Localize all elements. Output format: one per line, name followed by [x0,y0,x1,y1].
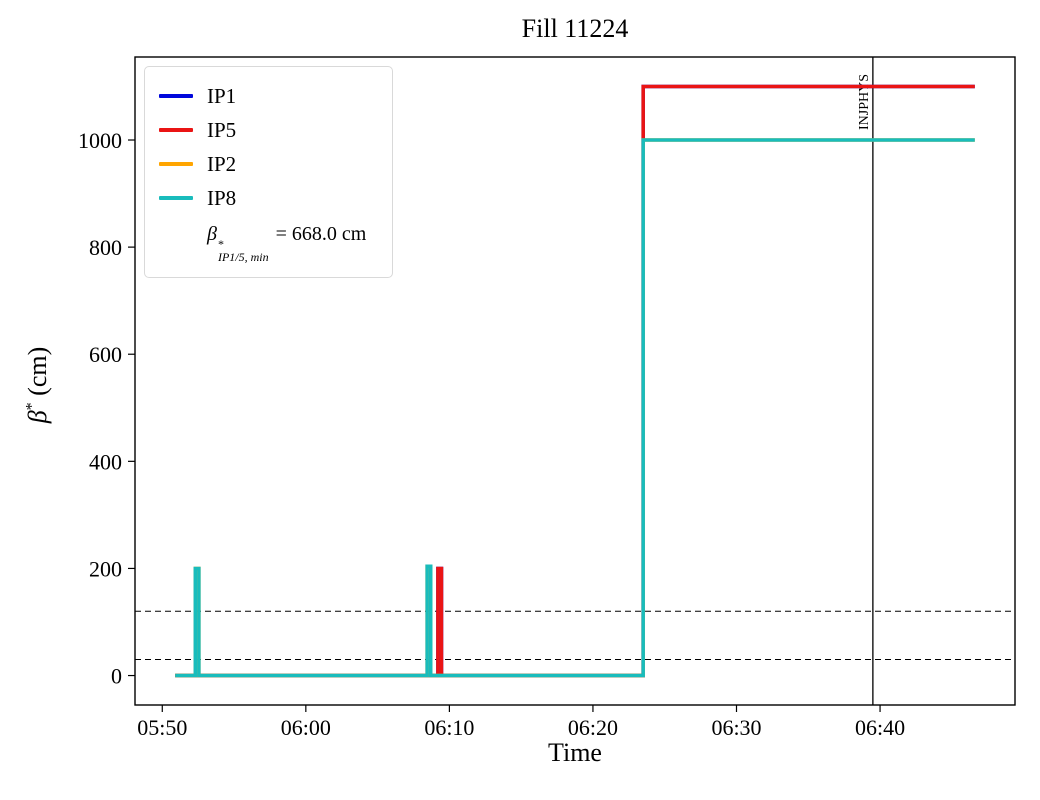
x-tick-label: 06:20 [568,715,618,740]
y-axis-label-symbol: β [23,410,52,424]
legend-label-ip5: IP5 [207,117,237,142]
y-tick-label: 1000 [78,128,122,153]
legend-swatch-ip8 [159,196,193,200]
annotation-supsub: * IP1/5, min [218,238,269,263]
chart-title: Fill 11224 [521,14,629,43]
y-axis-label: β* (cm) [23,347,53,424]
x-tick-label: 06:10 [424,715,474,740]
y-tick-label: 0 [111,664,122,689]
y-tick-label: 800 [89,235,122,260]
legend-entry-ip2: IP2 [159,147,366,181]
series-ip8 [175,138,975,678]
x-axis-label: Time [548,738,602,767]
legend-entry-ip5: IP5 [159,113,366,147]
x-tick-label: 06:40 [855,715,905,740]
annotation-sup: * [217,237,224,251]
x-tick-label: 05:50 [137,715,187,740]
legend-label-ip2: IP2 [207,151,237,176]
legend-entry-ip8: IP8 [159,181,366,215]
y-axis-label-unit: (cm) [23,346,52,403]
legend-entry-ip1: IP1 [159,79,366,113]
legend-swatch-ip5 [159,128,193,132]
legend: IP1 IP5 IP2 IP8 β * IP1/5, min = 668.0 cm [144,66,394,279]
beam-mode-label: INJPHYS [857,74,872,130]
y-axis-label-sup: * [23,402,41,411]
x-tick-label: 06:00 [281,715,331,740]
x-tick-label: 06:30 [711,715,761,740]
legend-entries: IP1 IP5 IP2 IP8 [159,79,366,215]
y-tick-label: 200 [89,556,122,581]
y-tick-label: 400 [89,449,122,474]
legend-label-ip8: IP8 [207,185,237,210]
axes-box [134,56,1016,706]
legend-label-ip1: IP1 [207,83,237,108]
beta-min-annotation: β * IP1/5, min = 668.0 cm [159,223,366,263]
annotation-sub: IP1/5, min [217,249,269,264]
annotation-symbol: β [207,223,217,245]
y-tick-label: 600 [89,342,122,367]
legend-swatch-ip1 [159,94,193,98]
legend-swatch-ip2 [159,162,193,166]
annotation-value: = 668.0 cm [270,223,367,245]
